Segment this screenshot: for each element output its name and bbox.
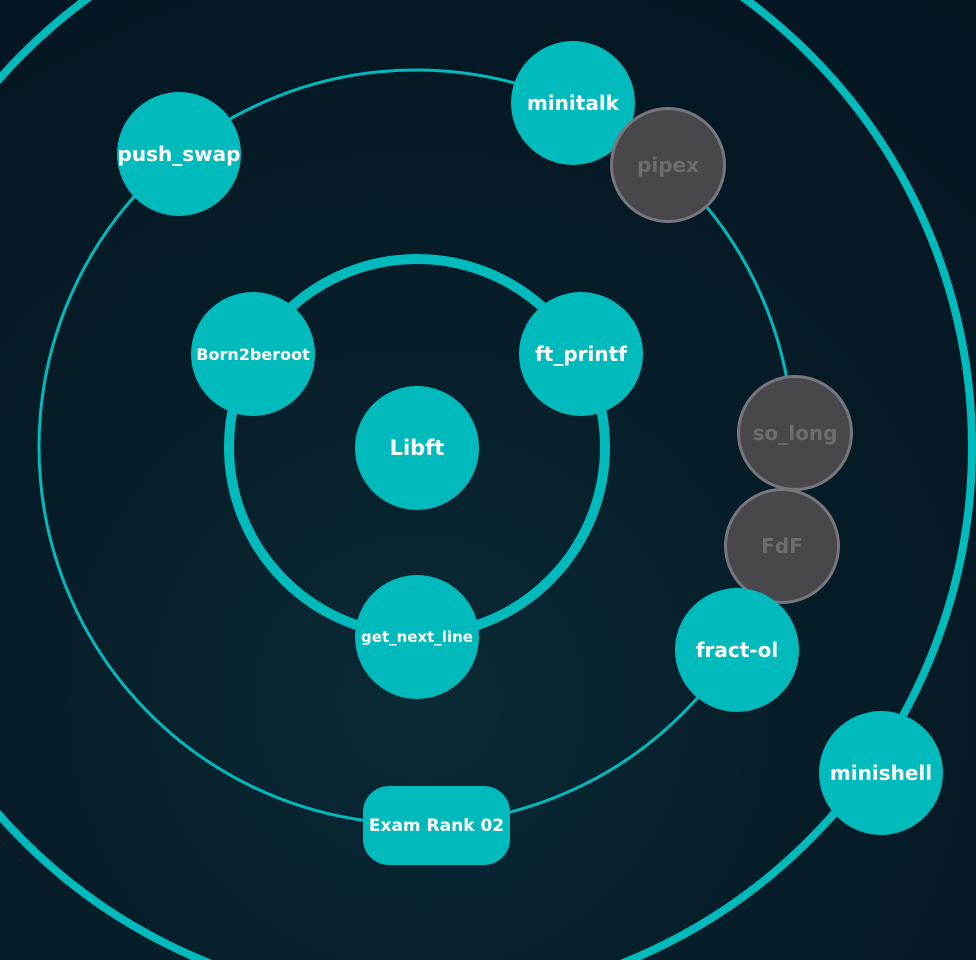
node-get-next-line-label: get_next_line — [361, 628, 473, 646]
node-get-next-line[interactable]: get_next_line — [355, 575, 479, 699]
node-fract-ol-label: fract-ol — [695, 638, 779, 662]
node-push-swap-label: push_swap — [117, 142, 241, 166]
node-fdf-label: FdF — [761, 534, 803, 558]
node-minishell[interactable]: minishell — [819, 711, 943, 835]
node-minitalk-label: minitalk — [526, 91, 619, 115]
node-libft[interactable]: Libft — [355, 386, 479, 510]
node-exam-rank-02[interactable]: Exam Rank 02 — [363, 786, 510, 865]
node-born2beroot[interactable]: Born2beroot — [191, 292, 315, 416]
node-born2beroot-label: Born2beroot — [196, 344, 310, 364]
node-push-swap[interactable]: push_swap — [117, 92, 241, 216]
node-exam-rank-02-label: Exam Rank 02 — [368, 815, 505, 836]
node-so-long-label: so_long — [752, 421, 838, 445]
node-libft-label: Libft — [389, 436, 445, 460]
node-pipex[interactable]: pipex — [610, 107, 726, 223]
node-so-long[interactable]: so_long — [737, 375, 853, 491]
node-minishell-label: minishell — [829, 761, 933, 785]
node-ft-printf-label: ft_printf — [535, 342, 627, 366]
node-pipex-label: pipex — [637, 153, 699, 177]
node-ft-printf[interactable]: ft_printf — [519, 292, 643, 416]
node-fdf[interactable]: FdF — [724, 488, 840, 604]
node-fract-ol[interactable]: fract-ol — [675, 588, 799, 712]
